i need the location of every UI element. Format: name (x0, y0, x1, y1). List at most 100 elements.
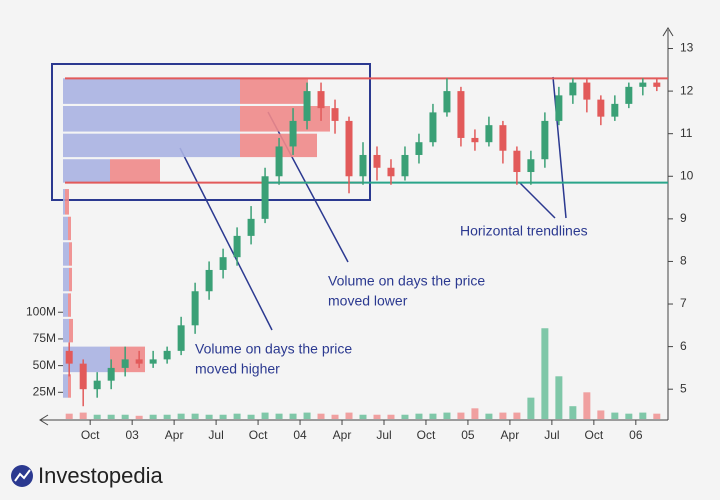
x-tick-label: Apr (165, 428, 184, 442)
volume-bar (443, 412, 451, 419)
volume-bar (121, 414, 129, 419)
profile-up (63, 78, 240, 104)
candle-body (289, 120, 297, 147)
candle-body (499, 125, 507, 151)
volume-bar (499, 412, 507, 419)
profile-up (63, 106, 240, 132)
profile-down (65, 189, 69, 215)
candle-body (555, 95, 563, 121)
y-tick-label: 10 (680, 168, 694, 182)
volume-bar (457, 412, 465, 419)
candle-body (163, 350, 171, 360)
candle-body (219, 257, 227, 270)
x-tick-label: Apr (333, 428, 352, 442)
volume-bar (541, 328, 549, 419)
candle-body (331, 108, 339, 121)
annotation: Volume on days the price (328, 273, 485, 289)
candle-body (359, 154, 367, 177)
candle-body (625, 86, 633, 104)
volume-bar (135, 415, 143, 419)
candle-body (611, 103, 619, 117)
candle-body (527, 159, 535, 173)
candle-body (569, 82, 577, 96)
volume-bar (191, 413, 199, 419)
candle-body (317, 91, 325, 109)
profile-up (63, 133, 240, 158)
x-tick-label: 05 (461, 428, 475, 442)
candle-body (233, 235, 241, 258)
volume-bar (345, 412, 353, 419)
candle-body (541, 120, 549, 160)
y-tick-label: 7 (680, 296, 687, 310)
profile-down (68, 216, 71, 241)
y-tick-label: 11 (680, 126, 693, 140)
candle-body (247, 218, 255, 236)
candle-body (583, 82, 591, 100)
x-tick-label: 04 (293, 428, 307, 442)
profile-up (63, 374, 68, 398)
y2-tick-label: 25M (33, 384, 56, 398)
candle-body (401, 154, 409, 177)
volume-bar (261, 412, 269, 419)
candle-body (121, 359, 129, 368)
candle-body (65, 350, 73, 364)
candle-body (597, 99, 605, 117)
volume-bar (387, 414, 395, 419)
annotation: moved higher (195, 361, 280, 377)
y2-tick-label: 50M (33, 358, 56, 372)
candle-body (457, 91, 465, 138)
volume-bar (331, 414, 339, 419)
x-tick-label: Oct (249, 428, 268, 442)
volume-bar (65, 413, 73, 419)
volume-bar (569, 406, 577, 419)
volume-bar (513, 412, 521, 419)
profile-down (69, 267, 72, 292)
candle-body (415, 142, 423, 155)
profile-up (63, 159, 110, 183)
profile-up (63, 267, 69, 292)
candle-body (135, 359, 143, 364)
candle-body (93, 380, 101, 390)
volume-bar (639, 412, 647, 419)
volume-bar (317, 413, 325, 419)
pointer (519, 182, 556, 219)
volume-bar (289, 413, 297, 419)
candle-body (639, 82, 647, 87)
profile-down (69, 318, 73, 343)
profile-up (63, 318, 69, 343)
axis-arrow (39, 414, 49, 426)
profile-down (68, 293, 71, 317)
profile-down (68, 374, 71, 398)
volume-bar (247, 414, 255, 419)
volume-bar (653, 413, 661, 419)
axis-arrow (662, 27, 674, 37)
volume-bar (149, 414, 157, 419)
profile-down (240, 106, 330, 132)
candle-body (471, 137, 479, 143)
highlight-box (51, 63, 371, 201)
candle-body (205, 269, 213, 292)
profile-down (110, 159, 160, 183)
layout: Investopedia (11, 27, 674, 488)
y-tick-label: 6 (680, 339, 687, 353)
x-tick-label: Apr (501, 428, 520, 442)
x-tick-label: Oct (81, 428, 100, 442)
profile-up (63, 242, 69, 266)
volume-bar (583, 392, 591, 419)
annotation: moved lower (328, 293, 408, 309)
profile-up (63, 189, 65, 215)
volume-bar (527, 397, 535, 419)
pointer (552, 76, 567, 219)
x-tick-label: Jul (544, 428, 559, 442)
candle-body (275, 146, 283, 177)
y-tick-label: 13 (680, 41, 694, 55)
volume-bar (401, 414, 409, 419)
volume-bar (93, 414, 101, 419)
y-tick-label: 5 (680, 381, 687, 395)
y-tick-label: 8 (680, 254, 687, 268)
candle-body (107, 367, 115, 381)
candle-body (177, 325, 185, 351)
volume-bar (555, 376, 563, 419)
candle-body (261, 176, 269, 219)
